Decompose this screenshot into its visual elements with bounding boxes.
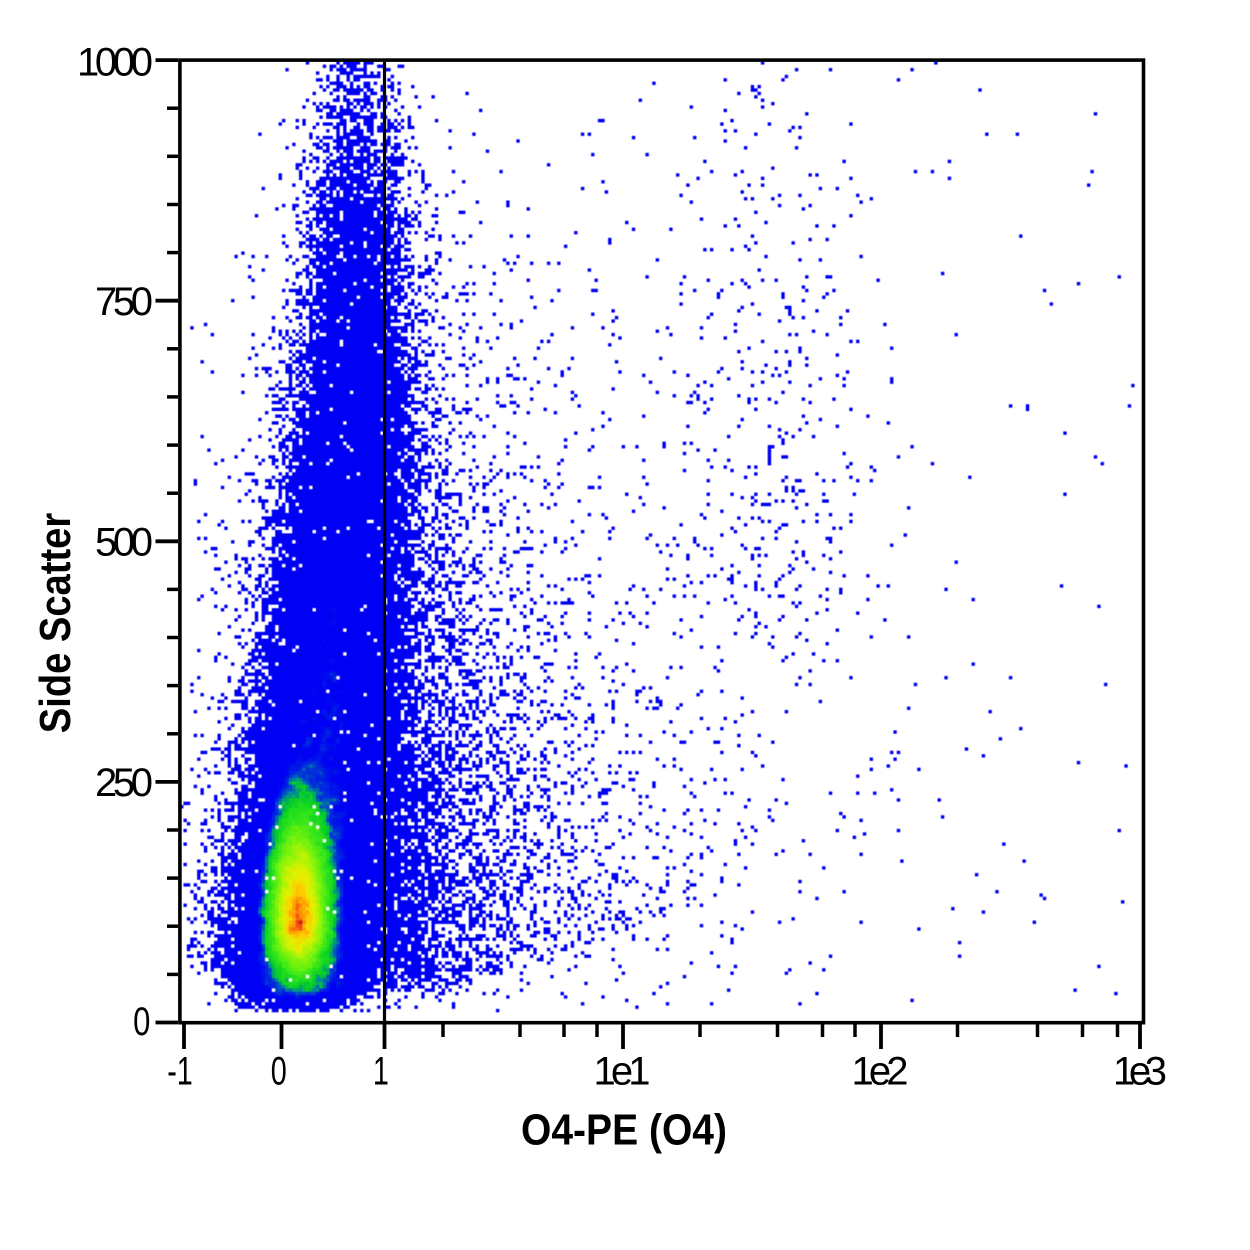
svg-text:O4-PE (O4): O4-PE (O4) bbox=[521, 1106, 727, 1155]
svg-text:500: 500 bbox=[95, 521, 153, 565]
svg-text:1e3: 1e3 bbox=[1113, 1050, 1167, 1094]
svg-text:-1: -1 bbox=[167, 1049, 193, 1094]
svg-text:Side Scatter: Side Scatter bbox=[30, 513, 79, 733]
svg-text:1e1: 1e1 bbox=[594, 1050, 651, 1094]
svg-text:750: 750 bbox=[95, 280, 153, 324]
svg-text:1e2: 1e2 bbox=[852, 1050, 909, 1094]
svg-text:0: 0 bbox=[133, 999, 150, 1044]
svg-text:1000: 1000 bbox=[77, 41, 153, 85]
svg-text:250: 250 bbox=[95, 761, 153, 805]
svg-text:0: 0 bbox=[271, 1049, 287, 1094]
svg-text:1: 1 bbox=[373, 1049, 389, 1094]
